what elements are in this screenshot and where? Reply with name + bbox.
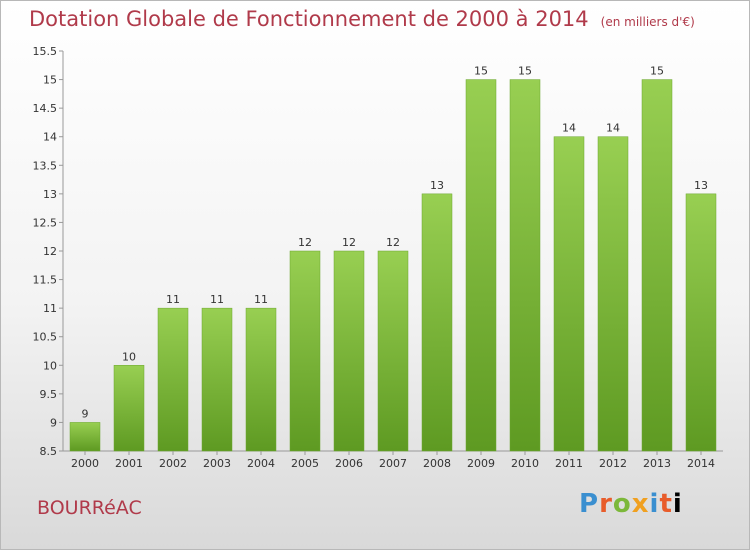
x-tick-label: 2010 [511,457,539,470]
y-tick-label: 15 [43,74,57,87]
bar [113,365,145,452]
logo-letter: t [659,489,673,519]
x-tick-label: 2000 [71,457,99,470]
x-tick-label: 2007 [379,457,407,470]
bar [245,307,277,452]
y-tick-label: 8.5 [40,445,58,458]
bar [333,250,365,452]
y-tick-label: 11 [43,302,57,315]
chart-title-text: Dotation Globale de Fonctionnement de 20… [29,7,589,31]
bar [201,307,233,452]
bar-value-label: 11 [210,293,224,306]
bar-value-label: 12 [386,236,400,249]
y-tick-label: 10.5 [33,331,58,344]
proxiti-logo: Proxiti [579,489,683,519]
x-tick-label: 2009 [467,457,495,470]
x-tick-label: 2006 [335,457,363,470]
y-tick-label: 10 [43,359,57,372]
bar [289,250,321,452]
bar-value-label: 13 [430,179,444,192]
bar [641,79,673,452]
logo-letter: i [649,489,660,519]
y-tick-label: 9.5 [40,388,58,401]
bar-value-label: 12 [342,236,356,249]
x-tick-label: 2013 [643,457,671,470]
y-tick-label: 13.5 [33,159,58,172]
bar [465,79,497,452]
x-tick-label: 2011 [555,457,583,470]
logo-letter: x [631,489,650,519]
bar-value-label: 11 [166,293,180,306]
y-tick-label: 11.5 [33,274,58,287]
bar [421,193,453,452]
bar-value-label: 15 [518,65,532,78]
bar [509,79,541,452]
x-tick-label: 2012 [599,457,627,470]
logo-letter: P [579,489,600,519]
bar [157,307,189,452]
bar-value-label: 15 [474,65,488,78]
bar [685,193,717,452]
chart-title: Dotation Globale de Fonctionnement de 20… [29,7,695,31]
bar-value-label: 9 [82,407,89,420]
bar-value-label: 11 [254,293,268,306]
x-tick-label: 2003 [203,457,231,470]
bar-value-label: 14 [606,122,620,135]
y-tick-label: 12.5 [33,216,58,229]
x-tick-label: 2014 [687,457,715,470]
x-tick-label: 2004 [247,457,275,470]
y-tick-label: 15.5 [33,45,58,58]
bar-value-label: 15 [650,65,664,78]
bar [553,136,585,452]
y-tick-label: 14 [43,131,57,144]
chart-subtitle: (en milliers d'€) [600,15,695,29]
x-tick-label: 2002 [159,457,187,470]
bar [597,136,629,452]
bar-value-label: 10 [122,350,136,363]
commune-name: BOURRéAC [37,497,142,519]
logo-letter: i [672,489,683,519]
y-tick-label: 14.5 [33,102,58,115]
x-tick-label: 2001 [115,457,143,470]
x-tick-label: 2008 [423,457,451,470]
y-tick-label: 9 [50,416,57,429]
bar-value-label: 14 [562,122,576,135]
logo-letter: r [599,489,613,519]
x-tick-label: 2005 [291,457,319,470]
bar [377,250,409,452]
bar [69,422,101,452]
logo-letter: o [612,489,632,519]
y-tick-label: 13 [43,188,57,201]
bar-value-label: 13 [694,179,708,192]
bar-value-label: 12 [298,236,312,249]
y-tick-label: 12 [43,245,57,258]
